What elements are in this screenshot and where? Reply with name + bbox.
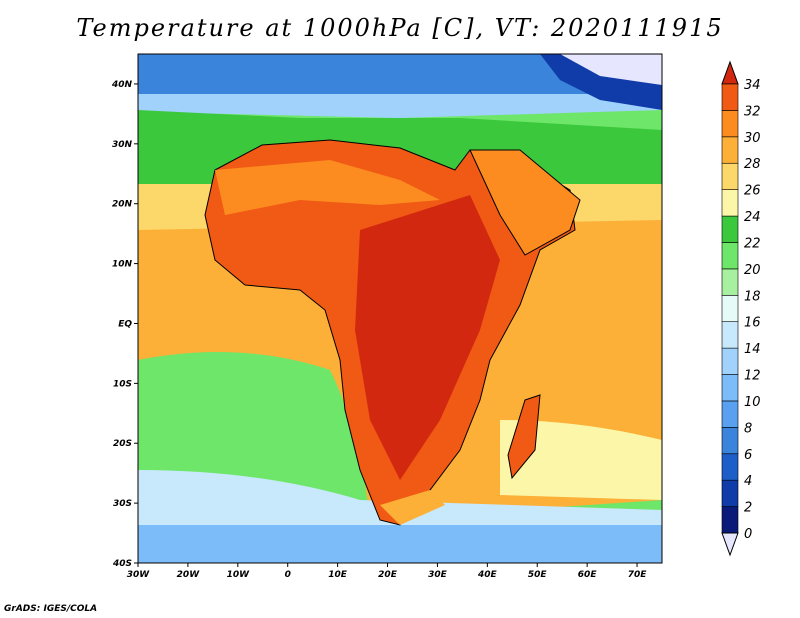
lat-tick-label: 40N	[111, 80, 133, 90]
colorbar-level-label: 34	[744, 78, 761, 93]
lon-tick-label: 30E	[428, 570, 448, 580]
europe-coldest	[560, 54, 662, 85]
colorbar-box	[721, 347, 739, 375]
colorbar-box	[721, 400, 739, 428]
lat-tick-label: 10N	[112, 260, 133, 270]
grads-credit: GrADS: IGES/COLA	[4, 604, 98, 614]
colorbar-box	[721, 374, 739, 402]
lon-tick-label: 30W	[127, 570, 151, 580]
colorbar-level-label: 0	[744, 527, 752, 542]
lon-tick-label: 20E	[378, 570, 398, 580]
colorbar-level-label: 20	[744, 263, 761, 278]
colorbar-box	[721, 215, 739, 243]
colorbar-level-label: 22	[744, 236, 761, 251]
colorbar-level-label: 32	[744, 104, 761, 119]
colorbar-level-label: 6	[744, 448, 752, 463]
colorbar-box	[721, 189, 739, 217]
colorbar-level-label: 28	[744, 157, 761, 172]
lon-tick-labels: 30W 20W 10W 0 10E 20E 30E 40E 50E 60E 70E	[127, 563, 647, 580]
madagascar	[507, 394, 541, 480]
plot-frame	[137, 53, 663, 564]
colorbar-level-label: 8	[744, 421, 752, 436]
colorbar-level-label: 24	[744, 210, 761, 225]
map-title: Temperature at 1000hPa [C], VT: 20201119…	[76, 14, 724, 42]
colorbar-level-label: 14	[744, 342, 761, 357]
lon-tick-label: 70E	[628, 570, 648, 580]
colorbar-level-label: 30	[744, 131, 761, 146]
colorbar-box	[721, 268, 739, 296]
mediterranean-cool	[138, 94, 662, 118]
colorbar-box	[721, 110, 739, 138]
lat-tick-label: 20N	[112, 200, 133, 210]
colorbar-level-label: 26	[744, 184, 761, 199]
colorbar-level-label: 16	[744, 316, 761, 331]
colorbar-level-label: 4	[744, 474, 752, 489]
colorbar-level-label: 12	[744, 369, 761, 384]
colorbar-box	[721, 83, 739, 111]
lat-tick-label: EQ	[118, 319, 132, 329]
colorbar-box	[721, 294, 739, 323]
colorbar-level-label: 10	[744, 395, 761, 410]
lon-tick-label: 40E	[477, 570, 498, 580]
lon-tick-label: 20W	[177, 570, 201, 580]
colorbar-box	[721, 321, 739, 349]
colorbar-box	[721, 506, 739, 534]
colorbar-level-label: 18	[744, 289, 761, 304]
arabia-landmass	[469, 149, 581, 256]
lon-tick-label: 0	[285, 570, 291, 580]
lon-tick-label: 10W	[227, 570, 251, 580]
lat-tick-label: 20S	[113, 439, 132, 449]
lat-tick-label: 30N	[112, 140, 133, 150]
colorbar-box	[721, 162, 739, 190]
colorbar-box	[721, 136, 739, 164]
lat-tick-label: 40S	[112, 559, 132, 569]
far-south-blue	[138, 525, 662, 563]
colorbar-box	[721, 453, 739, 481]
lat-tick-label: 10S	[113, 379, 132, 389]
colorbar-box	[721, 479, 739, 507]
lat-tick-labels: 40N 30N 20N 10N EQ 10S 20S 30S 40S	[111, 80, 138, 569]
lon-tick-label: 50E	[528, 570, 548, 580]
map-field	[138, 54, 662, 563]
colorbar-box	[721, 242, 739, 270]
sahara-warm	[215, 160, 440, 215]
colorbar-min-arrow	[721, 532, 739, 557]
colorbar-level-label: 2	[744, 501, 752, 516]
africa-hot-core	[355, 195, 500, 480]
lon-tick-label: 10E	[328, 570, 348, 580]
lat-tick-label: 30S	[113, 499, 132, 509]
colorbar-max-arrow	[721, 60, 739, 85]
indian-ocean-yellow	[500, 420, 662, 500]
south-africa-tip	[380, 490, 445, 525]
colorbar-box	[721, 427, 739, 455]
lon-tick-label: 60E	[578, 570, 598, 580]
